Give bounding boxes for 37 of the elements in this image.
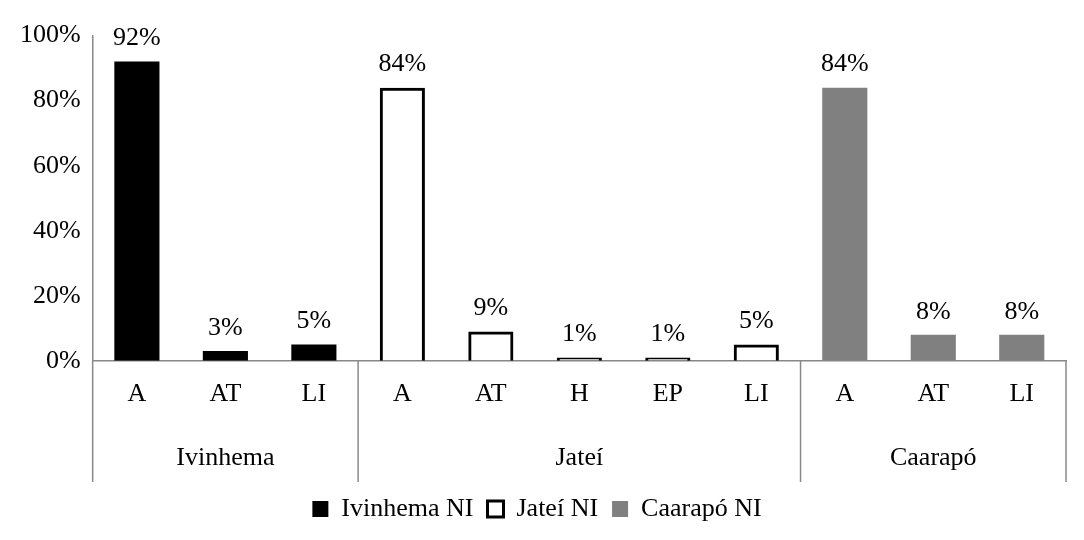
- x-tick-label: AT: [474, 378, 507, 408]
- bar: [202, 351, 248, 361]
- y-tick-label: 60%: [32, 149, 81, 179]
- legend-label: Jateí NI: [516, 492, 599, 522]
- data-label: 9%: [473, 292, 509, 322]
- text: Jateí: [555, 441, 604, 471]
- data-label: 84%: [820, 48, 869, 78]
- legend-label: Caarapó NI: [641, 492, 762, 522]
- x-tick-label: AT: [917, 378, 950, 408]
- data-label: 1%: [561, 318, 597, 348]
- y-tick-label: 80%: [32, 84, 81, 114]
- text: Caarapó: [889, 441, 977, 471]
- x-tick-label: LI: [301, 378, 327, 408]
- x-tick-label: EP: [652, 378, 683, 408]
- x-tick-label: H: [569, 378, 589, 408]
- x-tick-label: A: [392, 378, 412, 408]
- y-tick-label: 100%: [19, 19, 81, 49]
- data-label: 1%: [650, 318, 686, 348]
- data-label: 5%: [738, 305, 774, 335]
- x-tick-label: LI: [1009, 378, 1035, 408]
- x-tick-label: A: [835, 378, 855, 408]
- bar: [114, 61, 160, 361]
- legend-label: Ivinhema NI: [341, 492, 474, 522]
- x-tick-label: LI: [744, 378, 769, 408]
- data-label: 8%: [915, 295, 951, 325]
- data-label: 8%: [1004, 295, 1040, 325]
- text: Ivinhema: [176, 441, 275, 471]
- y-tick-label: 0%: [45, 344, 81, 374]
- data-label: 92%: [113, 22, 161, 52]
- x-tick-label: A: [127, 378, 147, 408]
- data-label: 5%: [296, 305, 332, 335]
- x-tick-label: AT: [209, 378, 242, 408]
- data-label: 3%: [208, 311, 243, 341]
- bar: [291, 344, 337, 361]
- y-tick-label: 20%: [32, 279, 81, 309]
- data-label: 84%: [378, 48, 427, 78]
- y-tick-label: 40%: [32, 214, 81, 244]
